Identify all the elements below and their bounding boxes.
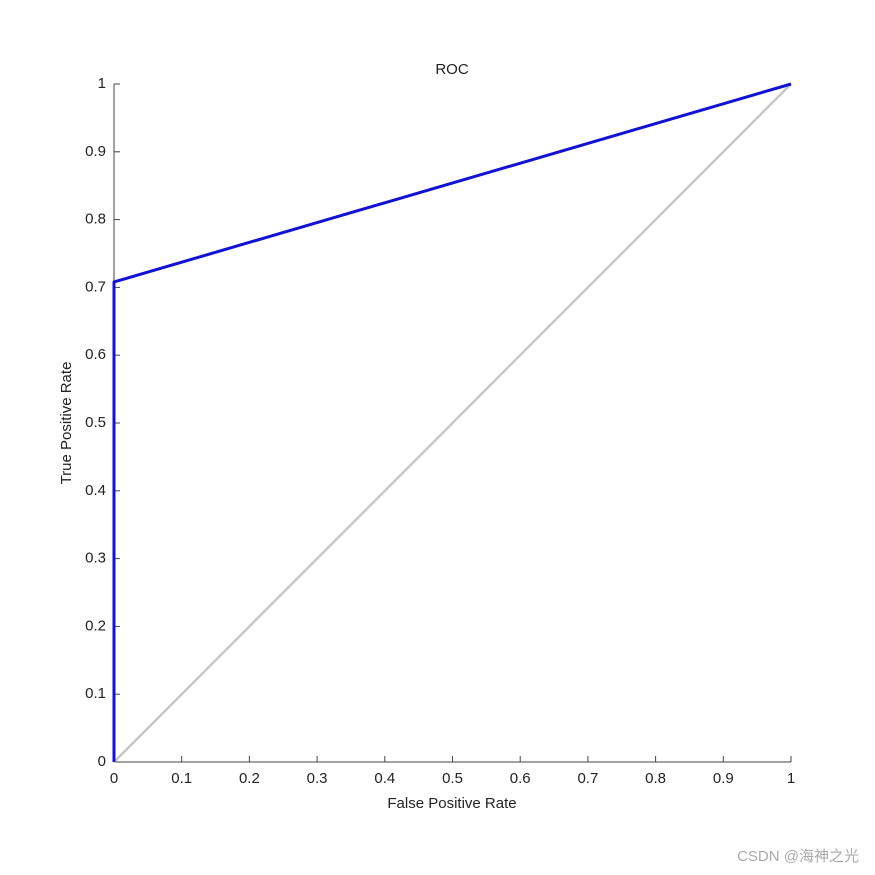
watermark: CSDN @海神之光 bbox=[737, 848, 859, 865]
x-tick-label: 0.5 bbox=[442, 770, 463, 787]
x-tick-label: 0.1 bbox=[171, 770, 192, 787]
x-tick-label: 0.8 bbox=[645, 770, 666, 787]
y-tick-label: 0.4 bbox=[85, 482, 106, 499]
x-axis-label: False Positive Rate bbox=[387, 795, 516, 812]
y-tick-label: 0.1 bbox=[85, 685, 106, 702]
x-tick-label: 0.3 bbox=[307, 770, 328, 787]
y-tick-label: 0.2 bbox=[85, 617, 106, 634]
line-series bbox=[113, 83, 792, 763]
y-tick-label: 0.8 bbox=[85, 211, 106, 228]
y-tick-label: 0.9 bbox=[85, 143, 106, 160]
x-tick-label: 0.2 bbox=[239, 770, 260, 787]
line-series bbox=[112, 82, 792, 762]
y-tick-label: 0.6 bbox=[85, 346, 106, 363]
y-axis-label: True Positive Rate bbox=[58, 362, 75, 485]
y-tick-label: 0.5 bbox=[85, 414, 106, 431]
y-tick-label: 0.3 bbox=[85, 550, 106, 567]
y-tick-label: 0 bbox=[98, 753, 106, 770]
x-tick-label: 0.9 bbox=[713, 770, 734, 787]
y-tick-label: 0.7 bbox=[85, 278, 106, 295]
x-tick-label: 0 bbox=[110, 770, 118, 787]
chart-title: ROC bbox=[435, 61, 469, 78]
x-tick-label: 0.4 bbox=[374, 770, 395, 787]
x-tick-label: 1 bbox=[787, 770, 795, 787]
x-tick-label: 0.6 bbox=[510, 770, 531, 787]
y-tick-label: 1 bbox=[98, 75, 106, 92]
x-tick-label: 0.7 bbox=[577, 770, 598, 787]
